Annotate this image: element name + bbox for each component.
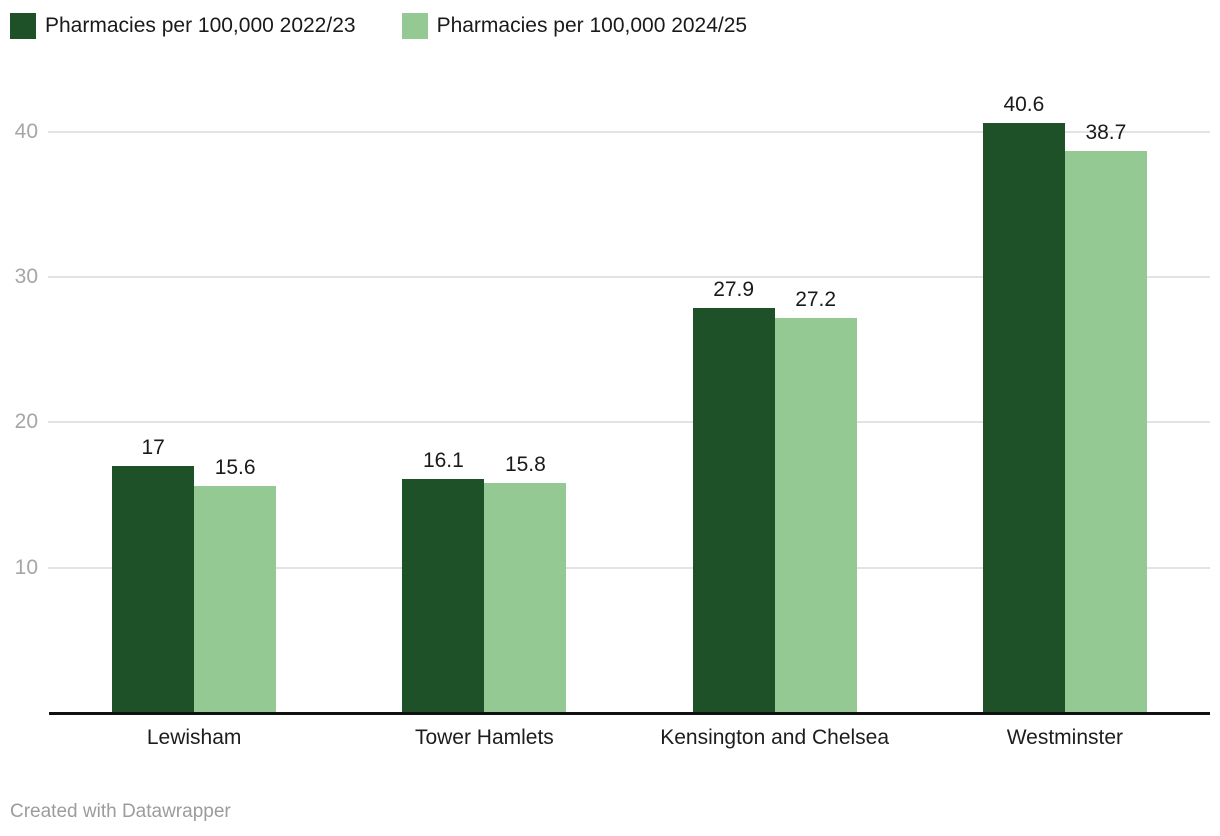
value-label: 38.7	[1085, 120, 1127, 144]
y-tick-label: 40	[14, 119, 38, 143]
legend-label: Pharmacies per 100,000 2022/23	[45, 14, 356, 37]
legend-label: Pharmacies per 100,000 2024/25	[436, 14, 748, 37]
legend-swatch	[10, 13, 36, 39]
bar-tower-hamlets-series-1[interactable]	[484, 483, 567, 713]
category-label: Tower Hamlets	[414, 726, 554, 749]
bar-tower-hamlets-series-0[interactable]	[402, 479, 485, 713]
legend: Pharmacies per 100,000 2022/23 Pharmacies…	[10, 13, 747, 39]
gridline	[48, 566, 1210, 569]
value-label: 15.6	[214, 456, 256, 480]
category-label: Kensington and Chelsea	[660, 726, 890, 749]
value-label: 17	[141, 435, 165, 459]
bar-lewisham-series-0[interactable]	[112, 465, 195, 713]
legend-swatch	[401, 13, 428, 39]
bar-lewisham-series-1[interactable]	[194, 486, 277, 713]
legend-item: Pharmacies per 100,000 2022/23	[10, 13, 356, 39]
bar-kensington-and-chelsea-series-0[interactable]	[692, 307, 775, 713]
bar-westminster-series-1[interactable]	[1064, 150, 1147, 713]
value-label: 15.8	[504, 453, 546, 477]
bar-westminster-series-0[interactable]	[982, 123, 1065, 713]
gridline	[48, 276, 1210, 279]
legend-item: Pharmacies per 100,000 2024/25	[401, 13, 748, 39]
gridline	[48, 130, 1210, 133]
category-label: Westminster	[1006, 726, 1124, 749]
value-label: 27.2	[795, 287, 837, 311]
datawrapper-credit: Created with Datawrapper	[10, 801, 231, 822]
gridline	[48, 421, 1210, 424]
bar-kensington-and-chelsea-series-1[interactable]	[774, 317, 857, 713]
x-axis-line	[49, 712, 1210, 715]
y-tick-label: 20	[14, 410, 38, 434]
value-label: 40.6	[1003, 93, 1045, 117]
category-label: Lewisham	[146, 726, 242, 749]
y-tick-label: 30	[14, 265, 38, 289]
value-label: 16.1	[422, 449, 464, 473]
value-label: 27.9	[713, 277, 755, 301]
y-tick-label: 10	[14, 555, 38, 579]
